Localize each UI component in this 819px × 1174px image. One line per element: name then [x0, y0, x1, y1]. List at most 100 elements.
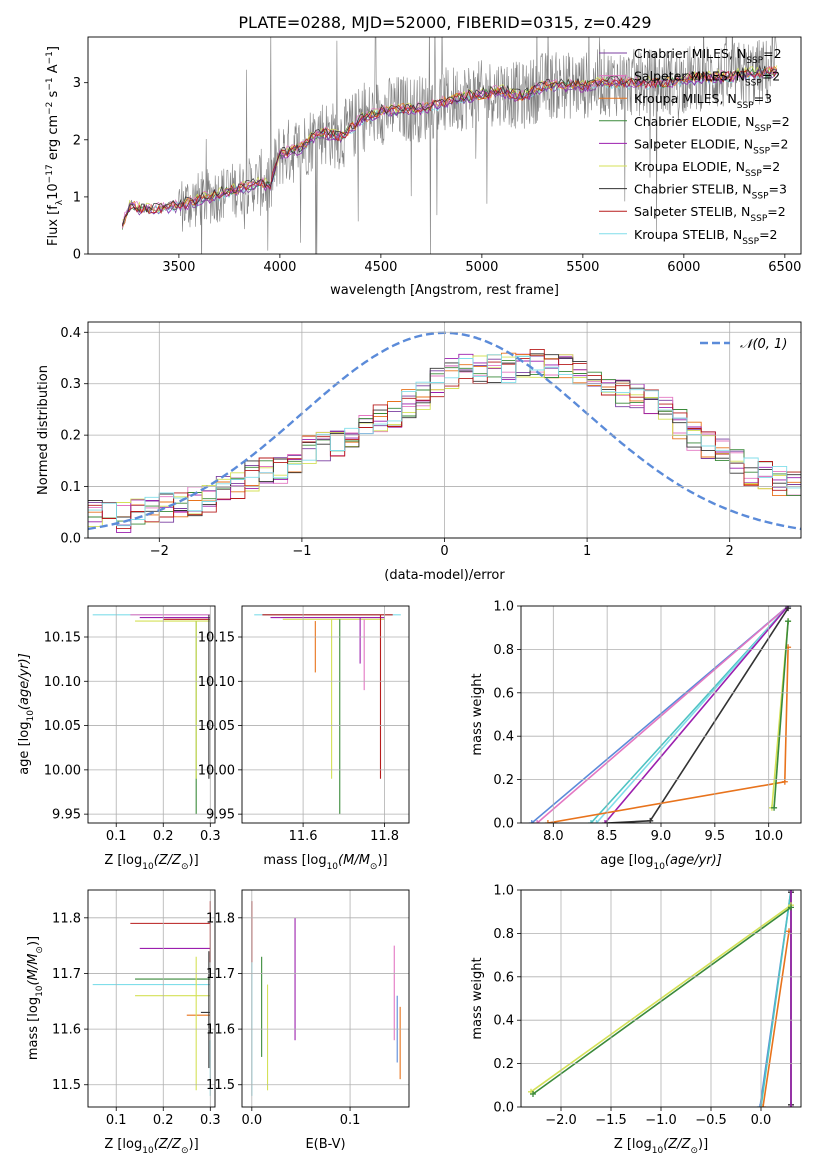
mass-weight-line: [762, 931, 790, 1107]
x-tick-label: 9.5: [705, 829, 726, 844]
legend-label: Kroupa MILES, NSSP=3: [634, 91, 772, 111]
y-tick-label: 1: [73, 190, 81, 205]
label-part: (Z/Z: [154, 1137, 182, 1152]
y-tick-label: 10.15: [198, 631, 235, 646]
y-tick-label: 0.1: [60, 480, 81, 495]
legend-label-text: Kroupa MILES, N: [634, 91, 737, 106]
label-part: ⊙: [181, 1146, 189, 1156]
legend-label-text: Salpeter MILES, N: [634, 69, 745, 84]
label-part: (age/yr)]: [665, 853, 722, 868]
legend-label-text: Salpeter ELODIE, N: [634, 136, 753, 151]
mass-weight-line: [532, 906, 792, 1095]
label-part: age [log: [17, 722, 32, 775]
x-tick-label: 11.6: [289, 829, 318, 844]
y-tick-label: 9.95: [52, 808, 81, 823]
x-tick-label: 0.1: [106, 829, 127, 844]
x-axis-label: (data-model)/error: [384, 568, 505, 583]
x-tick-label: 8.0: [543, 829, 564, 844]
legend-label-sub: SSP: [753, 146, 770, 156]
x-tick-label: 4500: [364, 260, 397, 275]
mass-weight-marker: [602, 820, 608, 823]
legend-label-sub: SSP: [742, 237, 759, 247]
y-tick-label: 0.0: [493, 817, 514, 832]
mass-weight-marker: [760, 1104, 766, 1107]
legend-label: Chabrier MILES, NSSP=2: [634, 46, 782, 66]
axes-mass_vs_Z: 0.1 0.2 0.311.511.611.711.8Z [log10(Z/Z⊙)]…: [26, 889, 221, 1156]
legend-label-text: Salpeter STELIB, N: [634, 204, 750, 219]
label-part: 10: [142, 862, 154, 872]
mass-weight-line: [607, 607, 789, 823]
y-tick-label: 11.6: [52, 1023, 81, 1038]
legend-label-sub: SSP: [752, 192, 769, 202]
legend-label-tail: =2: [762, 159, 780, 174]
label-part: −1: [45, 77, 55, 90]
axes-massweight_vs_Z: −2.0 −1.5 −1.0 −0.5 0.0 0.0 0.2 0.4 0.6 0.8 1.0 Z […: [470, 884, 802, 1156]
x-axis-label: E(B-V): [305, 1137, 345, 1152]
y-axis-label: age [log10(age/yr)]: [17, 653, 36, 775]
label-part: 10: [652, 1146, 664, 1156]
x-tick-label: 5000: [465, 260, 498, 275]
x-tick-label: 0.3: [200, 1113, 221, 1128]
y-tick-label: 9.95: [206, 808, 235, 823]
x-tick-label: 3500: [162, 260, 195, 275]
legend-label-sub: SSP: [737, 101, 754, 111]
mass-weight-marker: [593, 820, 600, 823]
x-axis-label: Z [log10(Z/Z⊙)]: [614, 1137, 708, 1156]
label-part: λ: [55, 199, 65, 205]
x-tick-label: 0.1: [106, 1113, 127, 1128]
x-tick-label: 0: [440, 544, 448, 559]
plot-area: [251, 901, 401, 1096]
x-tick-label: 10.0: [754, 829, 783, 844]
y-tick-label: 10.10: [198, 675, 235, 690]
label-part: ⊙: [181, 862, 189, 872]
spectrum-model-line: [121, 65, 778, 228]
label-part: Z [log: [104, 1137, 142, 1152]
label-part: 10: [142, 1146, 154, 1156]
y-tick-label: 0.2: [493, 773, 514, 788]
y-tick-label: 3: [73, 76, 81, 91]
mass-weight-line: [773, 621, 789, 808]
legend-label-tail: =2: [762, 69, 780, 84]
y-axis-label: Flux [fλ10−17 erg cm−2 s−1 A−1]: [45, 46, 65, 246]
x-tick-label: 0.0: [751, 1113, 772, 1128]
y-tick-label: 10.00: [198, 763, 235, 778]
y-tick-label: 1.0: [493, 600, 514, 615]
axes-frame: [87, 889, 216, 1108]
y-axis-label: Normed distribution: [36, 365, 51, 495]
x-tick-label: 8.5: [597, 829, 618, 844]
legend-label-tail: =2: [763, 46, 781, 61]
y-tick-label: 11.5: [52, 1078, 81, 1093]
y-tick-label: 0.2: [493, 1057, 514, 1072]
mass-weight-line: [595, 606, 789, 823]
mass-weight-marker: [788, 904, 794, 911]
mass-weight-marker: [544, 820, 551, 823]
mass-weight-marker: [534, 820, 541, 823]
label-part: 10: [653, 862, 665, 872]
legend-label: Kroupa ELODIE, NSSP=2: [634, 159, 780, 179]
label-part: ]: [46, 46, 61, 51]
axes-massweight_vs_age: 8.0 8.5 9.0 9.5 10.0 0.0 0.2 0.4 0.6 0.8 1.0 age [l…: [470, 600, 802, 872]
y-tick-label: 0.4: [60, 326, 81, 341]
plot-area: [528, 606, 792, 823]
label-part: (Z/Z: [663, 1137, 691, 1152]
y-tick-label: 0.0: [493, 1101, 514, 1116]
legend-label: Kroupa STELIB, NSSP=2: [634, 227, 778, 247]
y-axis-label: mass weight: [470, 957, 485, 1039]
legend-label-text: Chabrier MILES, N: [634, 46, 746, 61]
label-part: mass [log: [26, 997, 41, 1060]
legend-label-sub: SSP: [746, 56, 763, 66]
legend-label: Salpeter ELODIE, NSSP=2: [634, 136, 788, 156]
spectrum-data-line: [122, 37, 778, 254]
label-part: 10: [26, 710, 36, 722]
y-tick-label: 11.6: [206, 1023, 235, 1038]
y-tick-label: 11.7: [52, 967, 81, 982]
y-tick-label: 0.8: [493, 643, 514, 658]
mass-weight-marker: [588, 820, 594, 823]
mass-weight-marker: [757, 1104, 763, 1107]
legend-label-tail: =2: [770, 136, 788, 151]
x-tick-label: 9.0: [651, 829, 672, 844]
legend-label-text: Kroupa ELODIE, N: [634, 159, 745, 174]
x-tick-label: −1: [292, 544, 311, 559]
plot-area: [528, 890, 794, 1107]
figure-title: PLATE=0288, MJD=52000, FIBERID=0315, z=0…: [238, 13, 651, 32]
